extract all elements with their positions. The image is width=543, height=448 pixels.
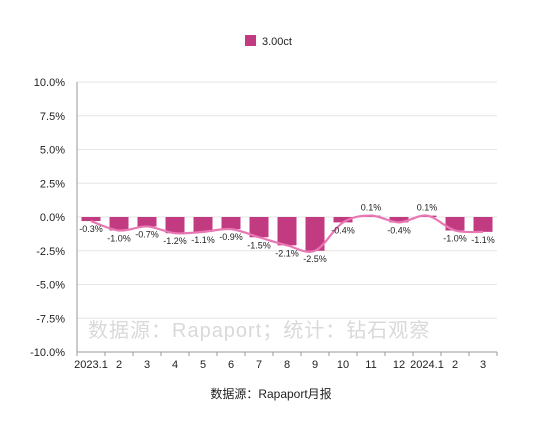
bar [193, 217, 213, 232]
legend-swatch [245, 35, 256, 46]
data-label: 0.1% [361, 203, 382, 213]
watermark: 数据源：Rapaport；统计：钻石观察 [88, 319, 430, 342]
data-label: -1.2% [163, 236, 187, 246]
y-tick-label: -2.5% [36, 246, 65, 258]
y-tick-label: 0.0% [40, 212, 65, 224]
data-label: -1.1% [471, 235, 495, 245]
x-tick-label: 7 [256, 359, 262, 371]
y-tick-label: 5.0% [40, 145, 65, 157]
data-label: -1.0% [107, 234, 131, 244]
x-tick-label: 2 [116, 359, 122, 371]
bar [277, 217, 297, 246]
data-label: -0.3% [79, 224, 103, 234]
x-tick-label: 2023.1 [74, 359, 108, 371]
data-label: -1.5% [247, 240, 271, 250]
x-axis: 2023.1 2 3 4 5 6 7 8 9 10 11 12 2024.1 2 3 [74, 351, 498, 371]
data-label: -1.1% [191, 235, 215, 245]
legend: 3.00ct [245, 35, 292, 48]
data-labels: -0.3% -1.0% -0.7% -1.2% -1.1% -0.9% -1.5% -2.1%… [79, 203, 495, 264]
bar [221, 217, 241, 230]
x-tick-label: 10 [337, 359, 349, 371]
x-tick-label: 3 [480, 359, 486, 371]
data-label: -0.4% [387, 225, 411, 235]
y-tick-label: -10.0% [30, 347, 65, 359]
x-tick-label: 4 [172, 359, 178, 371]
bar [445, 217, 465, 231]
bar [473, 217, 493, 232]
data-label: -0.4% [331, 225, 355, 235]
x-tick-label: 8 [284, 359, 290, 371]
x-tick-label: 2024.1 [410, 359, 444, 371]
x-tick-label: 2 [452, 359, 458, 371]
data-label: -1.0% [443, 234, 467, 244]
data-label: -0.7% [135, 229, 159, 239]
x-tick-label: 6 [228, 359, 234, 371]
y-tick-label: 7.5% [40, 111, 65, 123]
data-label: 0.1% [417, 203, 438, 213]
data-label: -2.5% [303, 254, 327, 264]
y-tick-label: -7.5% [36, 313, 65, 325]
bar [109, 217, 129, 231]
bar [137, 217, 157, 227]
y-tick-label: 2.5% [40, 178, 65, 190]
data-label: -0.9% [219, 232, 243, 242]
x-tick-label: 9 [312, 359, 318, 371]
source-caption: 数据源：Rapaport月报 [210, 386, 331, 401]
y-axis: 10.0% 7.5% 5.0% 2.5% 0.0% -2.5% -5.0% -7.5% -10.… [30, 77, 78, 359]
x-tick-label: 3 [144, 359, 150, 371]
data-label: -2.1% [275, 248, 299, 258]
bar [389, 217, 409, 223]
legend-label: 3.00ct [262, 36, 292, 48]
y-tick-label: -5.0% [36, 280, 65, 292]
x-tick-label: 5 [200, 359, 206, 371]
bar [249, 217, 269, 238]
bar [165, 217, 185, 234]
x-tick-label: 11 [365, 359, 376, 371]
trend-line [90, 214, 484, 253]
bar [305, 217, 325, 251]
bar [333, 217, 353, 223]
y-tick-label: 10.0% [34, 77, 65, 89]
x-tick-label: 12 [393, 359, 405, 371]
bar [81, 217, 101, 222]
